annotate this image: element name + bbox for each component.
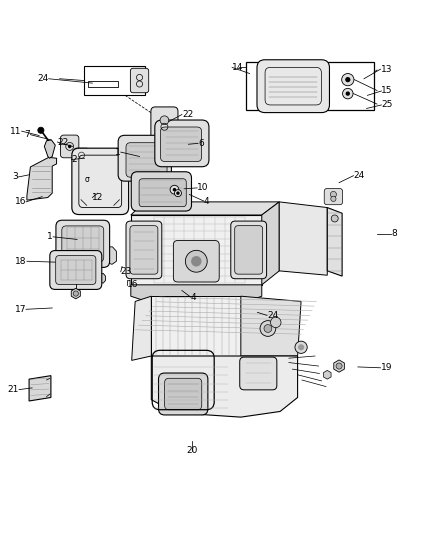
Polygon shape (151, 296, 241, 356)
Polygon shape (241, 296, 301, 356)
Polygon shape (131, 215, 262, 285)
FancyBboxPatch shape (151, 107, 178, 140)
Polygon shape (96, 273, 106, 283)
Text: 1: 1 (47, 232, 53, 241)
FancyBboxPatch shape (131, 68, 149, 93)
Text: 11: 11 (10, 127, 21, 136)
FancyBboxPatch shape (60, 135, 79, 158)
FancyBboxPatch shape (160, 127, 201, 161)
FancyBboxPatch shape (235, 225, 263, 274)
Polygon shape (29, 376, 51, 401)
Polygon shape (327, 207, 342, 276)
FancyBboxPatch shape (130, 225, 158, 274)
Polygon shape (132, 296, 151, 360)
Text: 17: 17 (14, 305, 26, 314)
Text: 14: 14 (232, 63, 244, 72)
Text: 22: 22 (57, 138, 69, 147)
Circle shape (331, 196, 336, 201)
Circle shape (295, 341, 307, 353)
Circle shape (73, 291, 78, 296)
FancyBboxPatch shape (74, 148, 89, 166)
FancyBboxPatch shape (56, 220, 110, 268)
FancyBboxPatch shape (118, 135, 171, 181)
Polygon shape (44, 140, 55, 158)
Text: 20: 20 (186, 446, 198, 455)
FancyBboxPatch shape (139, 179, 186, 207)
Circle shape (170, 185, 179, 194)
FancyBboxPatch shape (72, 148, 129, 215)
Polygon shape (151, 356, 297, 417)
Text: 4: 4 (191, 293, 196, 302)
FancyBboxPatch shape (126, 221, 162, 279)
FancyBboxPatch shape (126, 143, 167, 177)
Circle shape (346, 92, 350, 96)
Text: 24: 24 (353, 171, 365, 180)
Polygon shape (131, 285, 262, 301)
Polygon shape (103, 247, 117, 264)
Text: 7: 7 (25, 130, 30, 139)
Text: 8: 8 (392, 229, 397, 238)
Circle shape (173, 188, 176, 191)
Text: 13: 13 (381, 64, 392, 74)
Text: 18: 18 (15, 257, 27, 266)
Text: 16: 16 (127, 280, 139, 289)
Circle shape (176, 191, 180, 195)
FancyBboxPatch shape (173, 240, 219, 282)
Text: σ: σ (85, 175, 89, 184)
Text: 19: 19 (381, 364, 392, 372)
Polygon shape (71, 288, 80, 299)
Text: 10: 10 (197, 183, 208, 192)
Polygon shape (324, 370, 331, 379)
FancyBboxPatch shape (159, 373, 208, 415)
Circle shape (345, 77, 350, 82)
Text: 24: 24 (267, 311, 278, 320)
FancyBboxPatch shape (155, 120, 209, 167)
Text: 15: 15 (381, 86, 393, 95)
Circle shape (174, 190, 181, 197)
Circle shape (342, 74, 354, 86)
Circle shape (331, 215, 338, 222)
FancyBboxPatch shape (56, 256, 96, 285)
FancyBboxPatch shape (231, 221, 267, 279)
Text: 25: 25 (381, 100, 393, 109)
Text: 16: 16 (14, 197, 26, 206)
Text: 3: 3 (12, 173, 18, 182)
Text: 21: 21 (7, 385, 19, 394)
Circle shape (38, 127, 44, 133)
Circle shape (160, 116, 169, 125)
FancyBboxPatch shape (50, 251, 102, 289)
Text: 22: 22 (182, 110, 193, 119)
Circle shape (260, 321, 276, 336)
Text: 12: 12 (92, 193, 104, 202)
FancyBboxPatch shape (257, 60, 329, 112)
Text: 6: 6 (198, 139, 204, 148)
Circle shape (68, 144, 71, 148)
Circle shape (330, 191, 336, 198)
Polygon shape (262, 202, 279, 285)
Circle shape (298, 344, 304, 350)
Circle shape (271, 317, 281, 328)
Circle shape (264, 325, 272, 333)
Text: 2: 2 (71, 155, 77, 164)
FancyBboxPatch shape (324, 189, 343, 205)
FancyBboxPatch shape (62, 226, 104, 262)
Circle shape (343, 88, 353, 99)
FancyBboxPatch shape (165, 378, 202, 410)
Text: 4: 4 (204, 197, 209, 206)
Polygon shape (279, 202, 327, 275)
Text: 23: 23 (121, 267, 132, 276)
Polygon shape (131, 202, 279, 215)
Polygon shape (27, 157, 57, 200)
Text: 1: 1 (115, 148, 121, 157)
Circle shape (185, 251, 207, 272)
Text: 24: 24 (38, 74, 49, 83)
Circle shape (191, 256, 201, 266)
Polygon shape (334, 360, 344, 372)
FancyBboxPatch shape (240, 357, 277, 390)
FancyBboxPatch shape (131, 172, 191, 211)
Circle shape (336, 363, 342, 369)
